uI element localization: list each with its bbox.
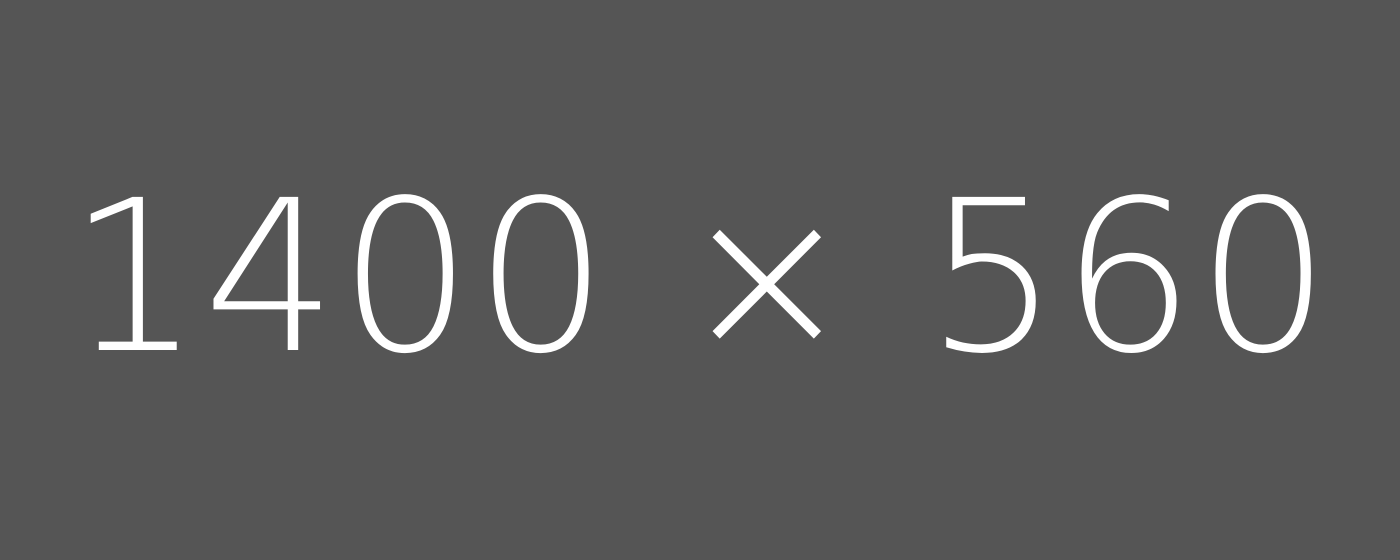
dimension-label: 1400 × 560 bbox=[67, 155, 1333, 400]
